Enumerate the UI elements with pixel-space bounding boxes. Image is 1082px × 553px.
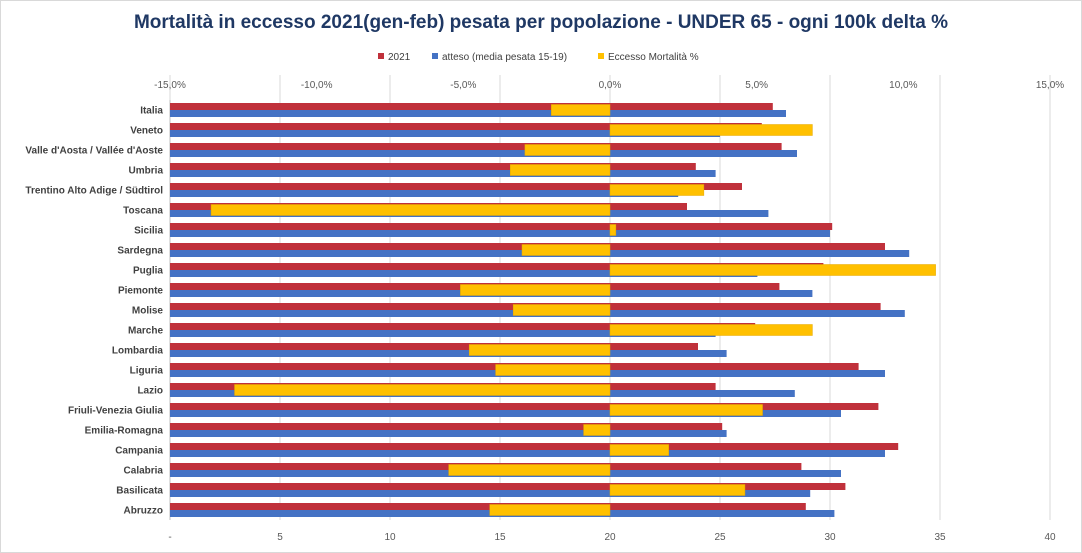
secondary-tick-label: 5,0% <box>745 80 768 91</box>
bar-eccesso <box>609 264 936 276</box>
bar-eccesso <box>609 484 746 496</box>
bar-2021 <box>170 103 773 110</box>
bar-atteso <box>170 450 885 457</box>
bar-2021 <box>170 183 742 190</box>
bar-2021 <box>170 163 696 170</box>
category-label-puglia: Puglia <box>133 266 163 277</box>
bar-atteso <box>170 170 716 177</box>
category-label-emilia-romagna: Emilia-Romagna <box>85 426 164 437</box>
bar-eccesso <box>524 144 611 156</box>
bar-eccesso <box>521 244 611 256</box>
bar-2021 <box>170 343 698 350</box>
bar-eccesso <box>583 424 611 436</box>
category-label-italia: Italia <box>140 106 163 117</box>
primary-tick-label: 35 <box>934 532 946 543</box>
bar-2021 <box>170 403 879 410</box>
category-label-sardegna: Sardegna <box>117 246 163 257</box>
category-label-umbria: Umbria <box>129 166 164 177</box>
bar-eccesso <box>460 284 611 296</box>
bar-eccesso <box>609 184 705 196</box>
legend-swatch <box>598 53 604 59</box>
bar-eccesso <box>210 204 611 216</box>
bar-eccesso <box>609 444 669 456</box>
bar-eccesso <box>468 344 611 356</box>
bar-2021 <box>170 503 806 510</box>
primary-tick-label: 25 <box>714 532 726 543</box>
primary-tick-label: 40 <box>1044 532 1056 543</box>
bar-atteso <box>170 350 727 357</box>
bar-2021 <box>170 123 762 130</box>
secondary-tick-label: -5,0% <box>450 80 476 91</box>
category-label-friuli-venezia-giulia: Friuli-Venezia Giulia <box>68 406 163 417</box>
secondary-tick-label: 10,0% <box>889 80 917 91</box>
bar-2021 <box>170 263 824 270</box>
bar-eccesso <box>609 404 763 416</box>
legend-swatch <box>378 53 384 59</box>
category-labels: Italia Veneto Valle d'Aosta / Vallée d'Aos… <box>25 106 163 517</box>
category-label-campania: Campania <box>115 446 163 457</box>
bars <box>170 103 936 517</box>
legend-swatch <box>432 53 438 59</box>
bar-eccesso <box>609 324 813 336</box>
category-label-trentino-alto-adige-s-dtirol: Trentino Alto Adige / Südtirol <box>25 186 163 197</box>
category-label-sicilia: Sicilia <box>134 226 163 237</box>
secondary-axis-ticks: -15,0% -10,0% -5,0% 0,0% 5,0% 10,0% 15,0% <box>154 80 1064 91</box>
bar-atteso <box>170 330 716 337</box>
bar-atteso <box>170 150 797 157</box>
bar-eccesso <box>495 364 611 376</box>
bar-2021 <box>170 323 756 330</box>
secondary-tick-label: -15,0% <box>154 80 186 91</box>
primary-axis-ticks: - 5 10 15 20 25 30 35 40 <box>168 532 1056 543</box>
bar-2021 <box>170 483 846 490</box>
category-label-calabria: Calabria <box>124 466 164 477</box>
bar-atteso <box>170 110 786 117</box>
category-label-basilicata: Basilicata <box>116 486 163 497</box>
category-label-piemonte: Piemonte <box>118 286 163 297</box>
primary-tick-label: 10 <box>384 532 396 543</box>
bar-eccesso <box>448 464 611 476</box>
primary-tick-label: 5 <box>277 532 283 543</box>
category-label-abruzzo: Abruzzo <box>124 506 163 517</box>
bar-atteso <box>170 190 679 197</box>
category-label-liguria: Liguria <box>130 366 164 377</box>
category-label-toscana: Toscana <box>123 206 163 217</box>
primary-tick-label: - <box>168 532 171 543</box>
primary-tick-label: 30 <box>824 532 836 543</box>
chart-title: Mortalità in eccesso 2021(gen-feb) pesat… <box>133 12 949 33</box>
category-label-lazio: Lazio <box>137 386 163 397</box>
bar-atteso <box>170 270 758 277</box>
bar-atteso <box>170 230 830 237</box>
bar-atteso <box>170 410 841 417</box>
bar-2021 <box>170 223 833 230</box>
bar-atteso <box>170 430 727 437</box>
category-label-lombardia: Lombardia <box>112 346 164 357</box>
category-label-valle-d-aosta-vall-e-d-aoste: Valle d'Aosta / Vallée d'Aoste <box>25 146 163 157</box>
primary-tick-label: 20 <box>604 532 616 543</box>
bar-eccesso <box>512 304 611 316</box>
bar-2021 <box>170 143 782 150</box>
legend-label: 2021 <box>388 52 411 63</box>
category-label-molise: Molise <box>132 306 164 317</box>
bar-eccesso <box>609 224 617 236</box>
bar-atteso <box>170 490 811 497</box>
secondary-tick-label: 15,0% <box>1036 80 1064 91</box>
bar-2021 <box>170 443 899 450</box>
secondary-tick-label: -10,0% <box>301 80 333 91</box>
bar-eccesso <box>609 124 813 136</box>
legend: 2021 atteso (media pesata 15-19) Eccesso M… <box>378 52 699 63</box>
legend-label: Eccesso Mortalità % <box>608 52 699 63</box>
bar-eccesso <box>234 384 611 396</box>
bar-atteso <box>170 130 720 137</box>
legend-label: atteso (media pesata 15-19) <box>442 52 567 63</box>
secondary-tick-label: 0,0% <box>599 80 622 91</box>
bar-eccesso <box>489 504 611 516</box>
category-label-marche: Marche <box>128 326 163 337</box>
bar-eccesso <box>551 104 611 116</box>
primary-tick-label: 15 <box>494 532 506 543</box>
bar-2021 <box>170 423 723 430</box>
category-label-veneto: Veneto <box>130 126 163 137</box>
bar-eccesso <box>510 164 611 176</box>
